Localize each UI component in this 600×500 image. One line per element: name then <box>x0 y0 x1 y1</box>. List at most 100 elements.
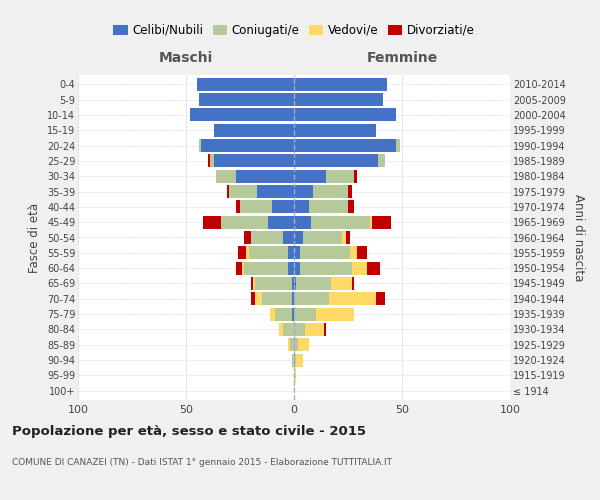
Bar <box>287 262 294 274</box>
Bar <box>378 154 385 168</box>
Bar <box>352 262 367 274</box>
Bar <box>292 292 294 306</box>
Bar <box>255 277 292 290</box>
Bar <box>275 308 292 320</box>
Bar <box>292 277 294 290</box>
Bar <box>296 277 331 290</box>
Bar <box>313 185 348 198</box>
Bar <box>283 231 294 244</box>
Bar <box>294 369 296 382</box>
Bar <box>324 323 326 336</box>
Y-axis label: Fasce di età: Fasce di età <box>28 202 41 272</box>
Bar <box>292 354 294 366</box>
Bar <box>294 78 387 90</box>
Bar <box>346 231 350 244</box>
Bar <box>199 139 201 152</box>
Text: COMUNE DI CANAZEI (TN) - Dati ISTAT 1° gennaio 2015 - Elaborazione TUTTITALIA.IT: COMUNE DI CANAZEI (TN) - Dati ISTAT 1° g… <box>12 458 392 467</box>
Bar <box>326 170 355 182</box>
Bar <box>236 200 240 213</box>
Bar <box>221 216 268 228</box>
Bar <box>372 216 391 228</box>
Bar <box>356 246 367 260</box>
Bar <box>294 185 313 198</box>
Bar <box>244 262 287 274</box>
Bar <box>262 292 292 306</box>
Bar <box>287 246 294 260</box>
Bar <box>244 231 251 244</box>
Bar <box>294 262 301 274</box>
Bar <box>251 277 253 290</box>
Bar <box>236 170 294 182</box>
Bar <box>203 216 221 228</box>
Bar <box>248 246 287 260</box>
Bar <box>294 108 395 122</box>
Bar <box>294 308 316 320</box>
Text: Femmine: Femmine <box>367 51 437 65</box>
Bar <box>214 124 294 136</box>
Bar <box>247 246 248 260</box>
Bar <box>294 154 378 168</box>
Bar <box>355 170 356 182</box>
Bar <box>272 200 294 213</box>
Bar <box>238 246 247 260</box>
Text: Popolazione per età, sesso e stato civile - 2015: Popolazione per età, sesso e stato civil… <box>12 425 366 438</box>
Bar <box>251 231 283 244</box>
Bar <box>294 231 302 244</box>
Bar <box>242 262 244 274</box>
Bar <box>279 323 283 336</box>
Bar <box>305 323 324 336</box>
Bar <box>329 292 376 306</box>
Bar <box>255 292 262 306</box>
Bar <box>283 323 294 336</box>
Bar <box>301 246 350 260</box>
Bar <box>216 170 236 182</box>
Bar <box>294 292 329 306</box>
Bar <box>214 154 294 168</box>
Bar <box>210 154 214 168</box>
Bar <box>376 292 385 306</box>
Bar <box>395 139 400 152</box>
Bar <box>348 185 352 198</box>
Bar <box>341 231 346 244</box>
Bar <box>294 246 301 260</box>
Bar <box>197 78 294 90</box>
Bar <box>309 200 348 213</box>
Bar <box>316 308 355 320</box>
Bar <box>236 262 242 274</box>
Bar <box>370 216 372 228</box>
Y-axis label: Anni di nascita: Anni di nascita <box>572 194 585 281</box>
Bar <box>350 246 356 260</box>
Bar <box>296 354 302 366</box>
Bar <box>367 262 380 274</box>
Bar <box>294 124 376 136</box>
Bar <box>294 170 326 182</box>
Bar <box>294 323 305 336</box>
Bar <box>301 262 352 274</box>
Bar <box>290 338 294 351</box>
Bar <box>253 277 255 290</box>
Bar <box>348 200 355 213</box>
Bar <box>294 93 383 106</box>
Bar <box>294 216 311 228</box>
Bar <box>199 93 294 106</box>
Bar <box>294 338 298 351</box>
Bar <box>201 139 294 152</box>
Bar <box>229 185 257 198</box>
Bar <box>294 139 395 152</box>
Bar <box>294 354 296 366</box>
Bar <box>190 108 294 122</box>
Bar <box>292 308 294 320</box>
Bar <box>287 338 290 351</box>
Text: Maschi: Maschi <box>159 51 213 65</box>
Bar <box>208 154 210 168</box>
Bar <box>298 338 309 351</box>
Bar <box>302 231 341 244</box>
Bar <box>331 277 352 290</box>
Bar <box>268 216 294 228</box>
Bar <box>294 277 296 290</box>
Bar <box>294 200 309 213</box>
Bar <box>240 200 272 213</box>
Legend: Celibi/Nubili, Coniugati/e, Vedovi/e, Divorziati/e: Celibi/Nubili, Coniugati/e, Vedovi/e, Di… <box>109 19 479 42</box>
Bar <box>227 185 229 198</box>
Bar <box>270 308 275 320</box>
